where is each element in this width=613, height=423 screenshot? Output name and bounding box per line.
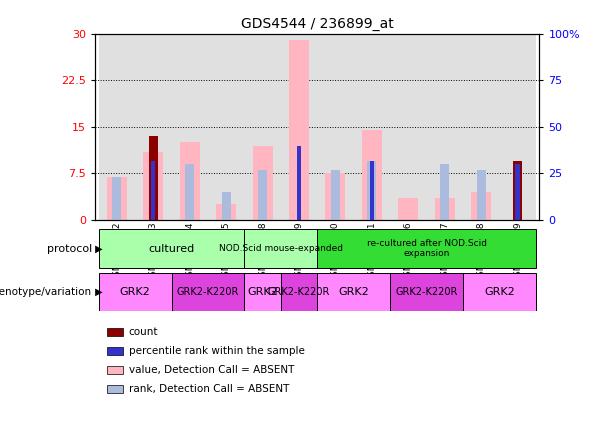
Text: ▶: ▶ <box>92 287 102 297</box>
Bar <box>463 273 536 310</box>
Bar <box>362 130 382 220</box>
Bar <box>208 34 245 220</box>
Bar <box>135 34 172 220</box>
Bar <box>216 204 236 220</box>
Bar <box>476 170 485 220</box>
Text: GRK2: GRK2 <box>338 287 369 297</box>
Text: GRK2: GRK2 <box>484 287 515 297</box>
Bar <box>289 40 309 220</box>
Bar <box>318 229 536 268</box>
Bar <box>440 164 449 220</box>
Bar <box>222 192 230 220</box>
Bar <box>112 176 121 220</box>
Bar <box>253 146 273 220</box>
Text: GRK2-K220R: GRK2-K220R <box>395 287 458 297</box>
Bar <box>258 170 267 220</box>
Text: genotype/variation: genotype/variation <box>0 287 92 297</box>
Text: value, Detection Call = ABSENT: value, Detection Call = ABSENT <box>129 365 294 375</box>
Bar <box>435 198 455 220</box>
Text: count: count <box>129 327 158 337</box>
Bar <box>500 34 536 220</box>
Bar <box>354 34 390 220</box>
Bar <box>463 34 500 220</box>
Text: NOD.Scid mouse-expanded: NOD.Scid mouse-expanded <box>219 244 343 253</box>
Bar <box>398 198 418 220</box>
Bar <box>172 273 245 310</box>
Bar <box>297 146 301 220</box>
Text: re-cultured after NOD.Scid
expansion: re-cultured after NOD.Scid expansion <box>367 239 487 258</box>
Text: GRK2-K220R: GRK2-K220R <box>177 287 239 297</box>
Bar <box>390 34 427 220</box>
Bar <box>245 229 318 268</box>
Bar <box>99 273 172 310</box>
Bar <box>143 152 163 220</box>
Text: GRK2: GRK2 <box>247 287 278 297</box>
Bar <box>107 176 127 220</box>
Text: protocol: protocol <box>47 244 92 253</box>
Bar <box>281 34 318 220</box>
Bar <box>367 161 376 220</box>
Bar <box>99 34 135 220</box>
Bar <box>180 143 200 220</box>
Bar <box>427 34 463 220</box>
Bar <box>281 273 318 310</box>
Bar <box>318 273 390 310</box>
Text: ▶: ▶ <box>92 244 102 253</box>
Bar <box>185 164 194 220</box>
Bar <box>516 164 520 220</box>
Bar <box>172 34 208 220</box>
Bar <box>513 161 522 220</box>
Bar <box>318 34 354 220</box>
Bar <box>390 273 463 310</box>
Bar <box>471 192 491 220</box>
Bar <box>245 273 281 310</box>
Title: GDS4544 / 236899_at: GDS4544 / 236899_at <box>241 17 394 31</box>
Bar <box>326 173 346 220</box>
Bar <box>370 161 374 220</box>
Bar <box>151 161 156 220</box>
Bar <box>245 34 281 220</box>
Bar <box>99 229 245 268</box>
Text: rank, Detection Call = ABSENT: rank, Detection Call = ABSENT <box>129 384 289 394</box>
Text: percentile rank within the sample: percentile rank within the sample <box>129 346 305 356</box>
Text: cultured: cultured <box>148 244 195 253</box>
Bar <box>331 170 340 220</box>
Text: GRK2-K220R: GRK2-K220R <box>268 287 330 297</box>
Text: GRK2: GRK2 <box>120 287 150 297</box>
Bar <box>149 136 158 220</box>
